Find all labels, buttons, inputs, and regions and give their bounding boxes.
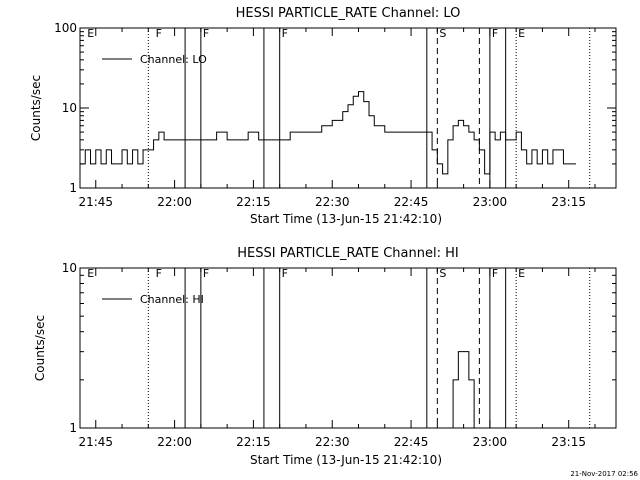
y-tick-label-lo: 1 xyxy=(69,181,77,195)
x-tick-label-lo: 23:00 xyxy=(473,195,508,209)
event-marker-label-lo-0: E xyxy=(87,27,94,40)
event-marker-label-hi-4: F xyxy=(203,267,209,280)
event-marker-label-hi-8: S xyxy=(439,267,446,280)
footer-timestamp: 21-Nov-2017 02:56 xyxy=(570,470,638,478)
x-tick-label-hi: 22:30 xyxy=(315,435,350,449)
y-tick-label-lo: 100 xyxy=(54,21,77,35)
x-tick-label-lo: 22:30 xyxy=(315,195,350,209)
series-line-lo xyxy=(80,91,576,175)
chart-title-lo: HESSI PARTICLE_RATE Channel: LO xyxy=(236,6,461,21)
y-tick-label-hi: 10 xyxy=(62,261,77,275)
x-axis-label-lo: Start Time (13-Jun-15 21:42:10) xyxy=(250,212,442,226)
x-tick-label-lo: 22:15 xyxy=(236,195,271,209)
x-axis-label-hi: Start Time (13-Jun-15 21:42:10) xyxy=(250,453,442,467)
x-axis-ticks-hi: 21:45 22:00 22:15 22:30 22:45 23:00 23:15 xyxy=(78,268,596,449)
y-tick-label-lo: 10 xyxy=(62,101,77,115)
y-axis-ticks-hi: 1 10 xyxy=(62,261,616,435)
plot-frame-hi xyxy=(79,267,617,429)
x-tick-label-hi: 23:15 xyxy=(551,435,586,449)
event-marker-label-lo-12: E xyxy=(518,27,525,40)
x-axis-ticks-lo: 21:45 22:00 22:15 22:30 22:45 23:00 23:15 xyxy=(78,28,596,209)
x-tick-label-hi: 21:45 xyxy=(78,435,113,449)
x-tick-label-hi: 22:15 xyxy=(236,435,271,449)
x-tick-label-lo: 23:15 xyxy=(551,195,586,209)
x-tick-label-lo: 22:00 xyxy=(157,195,192,209)
y-axis-label-hi: Counts/sec xyxy=(33,315,47,381)
y-axis-ticks-lo: 1 10 100 xyxy=(54,21,616,195)
legend-lo: Channel: LO xyxy=(102,53,207,66)
legend-label-hi: Channel: HI xyxy=(140,293,204,306)
event-marker-label-hi-10: F xyxy=(492,267,498,280)
event-marker-label-lo-2: F xyxy=(156,27,162,40)
event-marker-label-lo-6: F xyxy=(282,27,288,40)
x-tick-label-lo: 22:45 xyxy=(394,195,429,209)
chart-title-hi: HESSI PARTICLE_RATE Channel: HI xyxy=(237,246,458,261)
event-marker-label-hi-12: E xyxy=(518,267,525,280)
event-marker-label-lo-8: S xyxy=(439,27,446,40)
y-axis-label-lo: Counts/sec xyxy=(29,75,43,141)
x-tick-label-hi: 22:00 xyxy=(157,435,192,449)
legend-label-lo: Channel: LO xyxy=(140,53,207,66)
x-tick-label-hi: 23:00 xyxy=(473,435,508,449)
y-tick-label-hi: 1 xyxy=(69,421,77,435)
event-marker-label-lo-10: F xyxy=(492,27,498,40)
event-marker-label-hi-6: F xyxy=(282,267,288,280)
x-tick-label-lo: 21:45 xyxy=(78,195,113,209)
x-tick-label-hi: 22:45 xyxy=(394,435,429,449)
series-line-hi xyxy=(447,351,477,429)
event-marker-label-lo-4: F xyxy=(203,27,209,40)
event-marker-label-hi-0: E xyxy=(87,267,94,280)
legend-hi: Channel: HI xyxy=(102,293,204,306)
event-marker-label-hi-2: F xyxy=(156,267,162,280)
